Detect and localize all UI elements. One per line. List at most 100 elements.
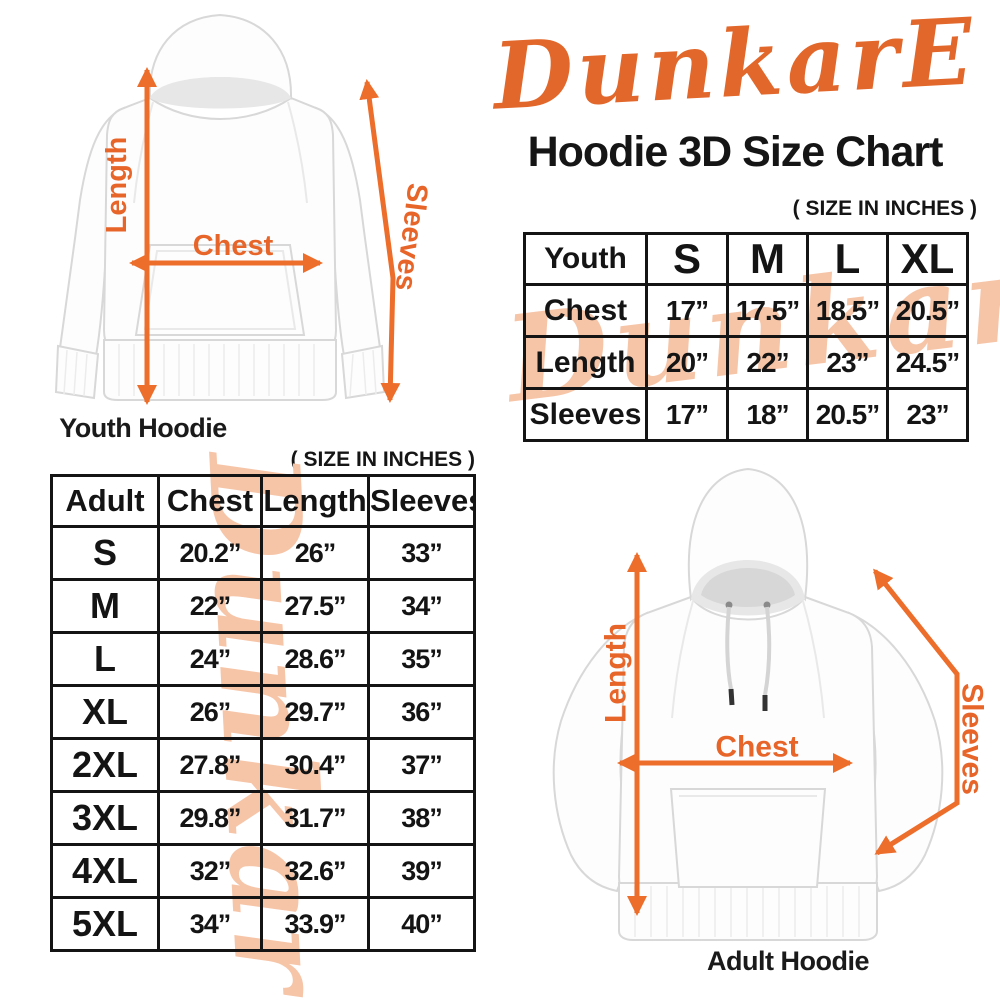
- size-in-inches-note-adult: ( SIZE IN INCHES ): [290, 448, 475, 471]
- youth-chest-row: Chest 17” 17.5” 18.5” 20.5”: [523, 283, 969, 338]
- adult-measurement-arrows: Length Chest Sleeves: [600, 552, 989, 916]
- cell-value: 38”: [367, 790, 476, 846]
- youth-length-row: Length 20” 22” 23” 24.5”: [523, 335, 969, 390]
- youth-hoodie-garment: [54, 13, 386, 401]
- youth-size-table: Youth S M L XL Chest 17” 17.5” 18.5” 20.…: [523, 232, 969, 442]
- cell-value: 30.4”: [260, 737, 370, 793]
- youth-table-header-row: Youth S M L XL: [523, 232, 969, 286]
- youth-hood-opening: [150, 77, 291, 109]
- youth-size-col-l: L: [806, 232, 889, 286]
- cell-value: 36”: [367, 684, 476, 740]
- cell-value: 34”: [367, 578, 476, 634]
- adult-row-l: L 24” 28.6” 35”: [50, 631, 476, 687]
- cell-value: 24.5”: [886, 335, 969, 390]
- drawstring-left: [725, 606, 733, 690]
- cell-value: 20.5”: [806, 387, 889, 442]
- cell-value: 26”: [157, 684, 263, 740]
- cell-value: 40”: [367, 896, 476, 952]
- cell-value: 37”: [367, 737, 476, 793]
- cell-value: 34”: [157, 896, 263, 952]
- adult-hoodie-caption: Adult Hoodie: [707, 946, 869, 976]
- cell-value: 32”: [157, 843, 263, 899]
- adult-hoodie-image: Length Chest Sleeves: [552, 467, 989, 941]
- row-label: Sleeves: [523, 387, 648, 442]
- adult-row-5xl: 5XL 34” 33.9” 40”: [50, 896, 476, 952]
- row-label: XL: [50, 684, 160, 740]
- row-label: S: [50, 525, 160, 581]
- adult-table-header-row: Adult Chest Length Sleeves: [50, 474, 476, 528]
- cell-value: 39”: [367, 843, 476, 899]
- youth-size-col-m: M: [726, 232, 809, 286]
- cell-value: 33.9”: [260, 896, 370, 952]
- adult-hem-band: [618, 882, 878, 941]
- adult-row-3xl: 3XL 29.8” 31.7” 38”: [50, 790, 476, 846]
- cell-value: 17”: [645, 387, 729, 442]
- adult-table-corner-cell: Adult: [50, 474, 160, 528]
- row-label: L: [50, 631, 160, 687]
- cell-value: 22”: [157, 578, 263, 634]
- brand-logo: DunkarE: [490, 0, 980, 131]
- row-label: 4XL: [50, 843, 160, 899]
- adult-sleeves-label: Sleeves: [956, 683, 989, 795]
- cell-value: 23”: [806, 335, 889, 390]
- adult-length-label: Length: [600, 623, 633, 723]
- adult-col-chest: Chest: [157, 474, 263, 528]
- cell-value: 29.7”: [260, 684, 370, 740]
- cell-value: 29.8”: [157, 790, 263, 846]
- row-label: 3XL: [50, 790, 160, 846]
- row-label: Chest: [523, 283, 648, 338]
- adult-row-s: S 20.2” 26” 33”: [50, 525, 476, 581]
- cell-value: 20”: [645, 335, 729, 390]
- cell-value: 22”: [726, 335, 809, 390]
- row-label: 5XL: [50, 896, 160, 952]
- youth-hem-band: [103, 339, 337, 401]
- cell-value: 18.5”: [806, 283, 889, 338]
- adult-hoodie-garment: [552, 467, 944, 941]
- youth-sleeves-label: Sleeves: [389, 181, 434, 292]
- cell-value: 26”: [260, 525, 370, 581]
- adult-row-xl: XL 26” 29.7” 36”: [50, 684, 476, 740]
- cell-value: 27.8”: [157, 737, 263, 793]
- youth-size-col-s: S: [645, 232, 729, 286]
- youth-sleeves-arrow: [359, 79, 401, 403]
- adult-chest-label: Chest: [715, 731, 798, 764]
- cell-value: 27.5”: [260, 578, 370, 634]
- cell-value: 18”: [726, 387, 809, 442]
- row-label: M: [50, 578, 160, 634]
- cell-value: 31.7”: [260, 790, 370, 846]
- cell-value: 20.5”: [886, 283, 969, 338]
- drawstring-eyelet: [763, 601, 771, 609]
- adult-row-4xl: 4XL 32” 32.6” 39”: [50, 843, 476, 899]
- adult-row-m: M 22” 27.5” 34”: [50, 578, 476, 634]
- drawstring-eyelet: [725, 601, 733, 609]
- cell-value: 32.6”: [260, 843, 370, 899]
- youth-table-corner-cell: Youth: [523, 232, 648, 286]
- adult-size-table: Adult Chest Length Sleeves S 20.2” 26” 3…: [50, 474, 476, 952]
- size-in-inches-note-youth: ( SIZE IN INCHES ): [792, 197, 977, 220]
- youth-chest-label: Chest: [193, 230, 274, 262]
- youth-sleeves-row: Sleeves 17” 18” 20.5” 23”: [523, 387, 969, 442]
- cell-value: 28.6”: [260, 631, 370, 687]
- youth-hoodie-caption: Youth Hoodie: [59, 413, 227, 443]
- youth-hoodie-image: Length Chest Sleeves: [54, 13, 434, 405]
- cell-value: 17”: [645, 283, 729, 338]
- row-label: 2XL: [50, 737, 160, 793]
- adult-pocket: [669, 788, 827, 888]
- drawstring-aglet: [728, 688, 735, 706]
- adult-col-sleeves: Sleeves: [367, 474, 476, 528]
- cell-value: 35”: [367, 631, 476, 687]
- cell-value: 20.2”: [157, 525, 263, 581]
- cell-value: 23”: [886, 387, 969, 442]
- adult-sleeves-arrow: [873, 568, 960, 856]
- youth-size-col-xl: XL: [886, 232, 969, 286]
- youth-length-label: Length: [101, 137, 133, 234]
- cell-value: 24”: [157, 631, 263, 687]
- adult-col-length: Length: [260, 474, 370, 528]
- page-title: Hoodie 3D Size Chart: [527, 128, 944, 176]
- cell-value: 33”: [367, 525, 476, 581]
- cell-value: 17.5”: [726, 283, 809, 338]
- row-label: Length: [523, 335, 648, 390]
- drawstring-right: [763, 606, 772, 696]
- adult-row-2xl: 2XL 27.8” 30.4” 37”: [50, 737, 476, 793]
